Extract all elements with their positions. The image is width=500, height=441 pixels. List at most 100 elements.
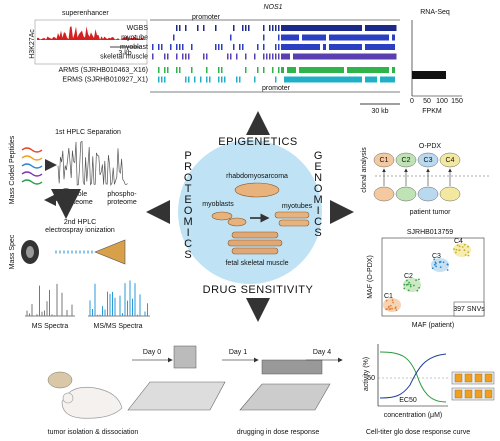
- track-signal: [185, 53, 187, 60]
- snv-point: [433, 263, 436, 266]
- track-signal: [293, 44, 296, 50]
- track-signal: [332, 34, 335, 41]
- track-signal: [221, 67, 223, 73]
- day-label: Day 4: [313, 349, 331, 356]
- track-signal: [332, 44, 335, 50]
- peptide: [21, 179, 43, 185]
- track-signal: [239, 44, 241, 50]
- well: [464, 373, 473, 383]
- track-signal: [278, 53, 280, 60]
- rnaseq-bar: [412, 71, 446, 79]
- track-signal: [368, 44, 371, 50]
- track-signal: [326, 53, 329, 60]
- snv-point: [409, 285, 412, 288]
- track-signal: [248, 25, 250, 31]
- track-signal: [353, 44, 356, 50]
- rnaseq-tick: 100: [436, 98, 448, 105]
- emitter: [94, 239, 126, 265]
- track-signal: [386, 34, 389, 41]
- track-signal: [371, 67, 374, 73]
- clone: [439, 152, 461, 168]
- track-signal: [317, 34, 320, 41]
- track-signal: [206, 67, 208, 73]
- rnaseq-title: RNA-Seq: [420, 9, 450, 16]
- track-signal: [230, 34, 232, 41]
- track-signal: [179, 44, 181, 50]
- track-signal: [272, 53, 274, 60]
- curve-green: [379, 351, 447, 403]
- track-signal: [230, 53, 232, 60]
- track-signal: [284, 34, 287, 41]
- track-signal: [176, 25, 178, 31]
- track-signal: [350, 44, 353, 50]
- track-signal: [170, 44, 172, 50]
- track-signal: [311, 25, 314, 31]
- track-signal: [380, 25, 383, 31]
- track-signal: [374, 67, 377, 73]
- track-label: skeletal muscle: [100, 53, 148, 60]
- snv-box: [453, 301, 485, 317]
- peptides: [21, 147, 57, 185]
- track-signal: [287, 76, 290, 83]
- track-signal: [386, 44, 389, 50]
- snv-point: [395, 309, 398, 311]
- track-signal: [314, 76, 317, 83]
- track-signal: [314, 34, 317, 41]
- track-signal: [329, 34, 332, 41]
- snv-point: [455, 248, 458, 251]
- track-signal: [281, 25, 284, 31]
- track-signal: [284, 53, 287, 60]
- track-signal: [287, 25, 290, 31]
- snv-point: [431, 267, 434, 270]
- track-signal: [371, 44, 374, 50]
- track-signal: [278, 67, 280, 73]
- snv-point: [418, 286, 420, 289]
- track-signal: [350, 25, 353, 31]
- track-signal: [179, 25, 181, 31]
- snv-label: 397 SNVs: [453, 306, 485, 313]
- track-signal: [176, 44, 178, 50]
- track-signal: [344, 76, 347, 83]
- track-signal: [308, 25, 311, 31]
- snv-point: [415, 279, 417, 282]
- opdx-label: O-PDX: [419, 143, 442, 150]
- mouse-ear: [62, 392, 74, 404]
- track-signal: [383, 67, 386, 73]
- myotubes-label: myotubes: [282, 203, 313, 210]
- track-signal: [371, 34, 374, 41]
- peptide: [21, 155, 43, 161]
- track-signal: [377, 44, 380, 50]
- y-tick: 50: [367, 375, 375, 382]
- snv-point: [458, 249, 461, 252]
- track-signal: [164, 76, 166, 83]
- track-signal: [326, 67, 329, 73]
- track-signal: [359, 34, 362, 41]
- track-signal: [188, 76, 190, 83]
- track-signal: [338, 53, 341, 60]
- mouse: [61, 386, 123, 419]
- track-signal: [167, 67, 169, 73]
- track-signal: [167, 53, 169, 60]
- track-signal: [365, 25, 368, 31]
- track-signal: [314, 44, 317, 50]
- plate-drugging: [239, 383, 331, 411]
- clone: [395, 152, 417, 168]
- track-signal: [296, 25, 299, 31]
- track-signal: [257, 44, 259, 50]
- track-signal: [359, 25, 362, 31]
- peak-area: [37, 26, 145, 40]
- fetal-label: fetal skeletal muscle: [225, 260, 288, 267]
- snv-point: [408, 281, 410, 284]
- rnaseq-tick: 0: [410, 98, 414, 105]
- track-signal: [326, 25, 329, 31]
- superenhancer-label: superenhancer: [62, 10, 109, 17]
- track-signal: [197, 25, 199, 31]
- track-signal: [350, 34, 353, 41]
- snv-point: [405, 283, 408, 286]
- snv-point: [461, 246, 464, 248]
- muscle-fiber: [227, 239, 283, 247]
- activity-label: activity (%): [363, 357, 370, 391]
- track-signal: [368, 76, 371, 83]
- track-signal: [305, 53, 308, 60]
